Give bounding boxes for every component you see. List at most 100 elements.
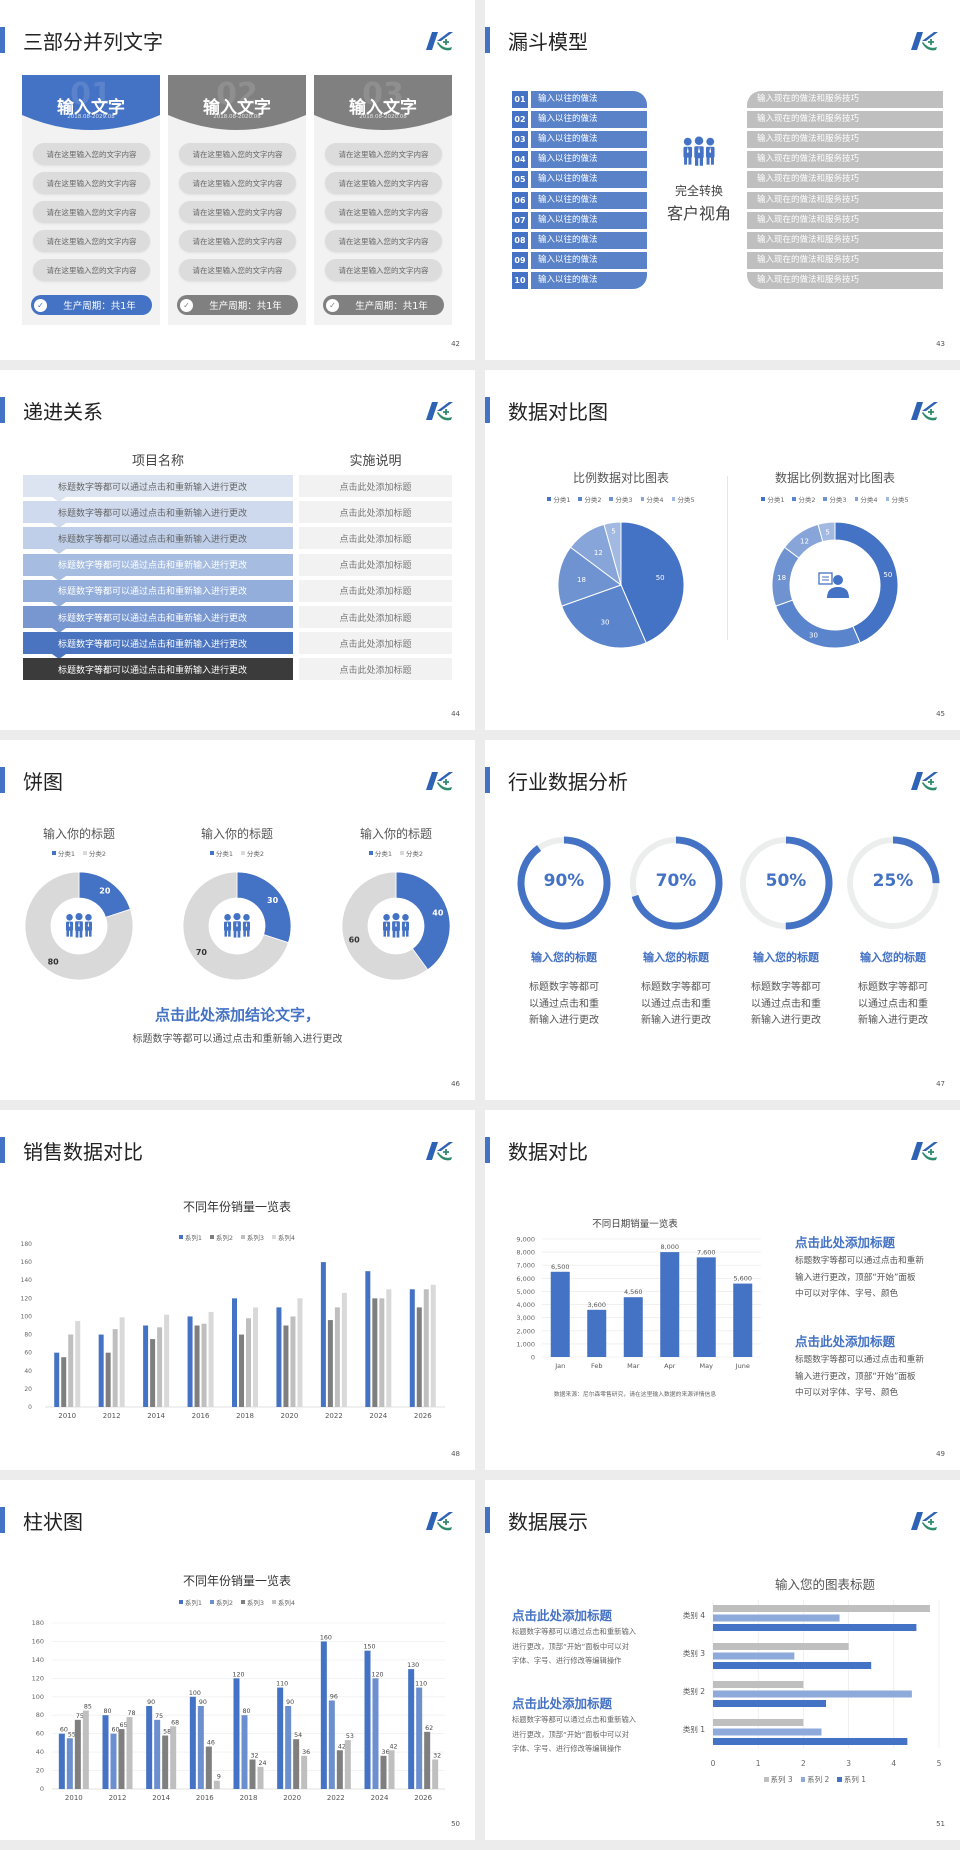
data-label: 42 — [338, 1743, 346, 1750]
old-practice-bar: 输入以往的做法 — [531, 271, 647, 289]
bar — [241, 1715, 248, 1789]
legend-swatch — [761, 497, 766, 501]
x-tick-label: 2026 — [414, 1794, 432, 1802]
data-label: 3,600 — [587, 1301, 606, 1309]
x-tick-label: 2012 — [103, 1412, 121, 1420]
bar — [409, 1289, 415, 1407]
y-tick-label: 0 — [531, 1354, 535, 1362]
x-tick-label: 2026 — [414, 1412, 432, 1420]
data-label: 36 — [381, 1749, 389, 1756]
logo — [911, 772, 938, 791]
person-head — [706, 137, 715, 146]
bar — [74, 1719, 81, 1789]
page-number: 45 — [936, 710, 945, 718]
legend-label: 系列 1 — [843, 1775, 866, 1784]
card-date: 2018.08-2020.08 — [359, 114, 407, 120]
block-heading: 点击此处添加标题 — [512, 1608, 613, 1623]
bar — [75, 1320, 81, 1407]
legend-swatch — [241, 1235, 245, 1239]
step-number: 08 — [512, 231, 528, 249]
block-text: 标题数字等都可以通过点击和重新输入 — [512, 1627, 637, 1636]
legend-label: 分类1 — [767, 496, 785, 504]
column-header-desc: 实施说明 — [349, 454, 402, 469]
slide-title: 饼图 — [23, 770, 63, 794]
logo-plus — [928, 39, 934, 45]
data-label: 24 — [258, 1760, 266, 1767]
block-text: 进行更改，顶部“开始”面板中可以对 — [512, 1729, 630, 1739]
step-number: 05 — [512, 171, 528, 189]
block-text: 标题数字等都可以通过点击和重新 — [795, 1256, 924, 1266]
data-label: 9 — [217, 1774, 221, 1781]
bar — [550, 1271, 570, 1357]
person-leg — [699, 157, 703, 166]
data-label: 46 — [207, 1740, 215, 1747]
legend-swatch — [854, 497, 859, 501]
slide-title: 销售数据对比 — [23, 1140, 143, 1164]
x-tick-label: May — [700, 1362, 714, 1370]
person-leg — [89, 929, 92, 937]
logo-plus — [443, 779, 449, 785]
pie-slice — [560, 584, 647, 649]
slide-title: 数据对比图 — [508, 400, 608, 424]
slide-50: 柱状图 50 不同年份销量一览表 系列1 系列2 系列3 系列4 0 20 40 60 80 100 12… — [0, 1480, 475, 1840]
x-tick-label: 3 — [846, 1759, 851, 1768]
new-practice-bar: 输入现在的做法和服务技巧 — [747, 111, 943, 129]
slide-51: 数据展示 51 点击此处添加标题 标题数字等都可以通过点击和重新输入 进行更改，顶部“开… — [485, 1480, 960, 1840]
bar — [328, 1700, 335, 1789]
card-item-text: 请在这里输入您的文字内容 — [338, 178, 429, 188]
legend-label: 系列 3 — [770, 1775, 793, 1784]
slice-label: 5 — [611, 528, 615, 536]
legend-swatch — [640, 497, 645, 501]
progression-row: 标题数字等都可以通过点击和重新输入进行更改 — [23, 475, 293, 497]
x-tick-label: 2016 — [192, 1412, 210, 1420]
bar — [416, 1307, 422, 1407]
person-leg — [406, 929, 409, 937]
person-leg — [383, 929, 386, 937]
pie-slice — [620, 521, 685, 644]
logo — [911, 1142, 938, 1161]
logo-stroke — [437, 1142, 453, 1151]
bar — [336, 1750, 343, 1789]
x-tick-label: 2014 — [147, 1412, 165, 1420]
x-tick-label: 2010 — [58, 1412, 76, 1420]
bar — [194, 1325, 200, 1407]
legend-label: 分类1 — [57, 850, 75, 858]
x-tick-label: 5 — [937, 1759, 942, 1768]
column-card: 03 输入文字 2018.08-2020.08 请在这里输入您的文字内容 请在这里输入您… — [314, 75, 452, 325]
y-tick-label: 100 — [32, 1693, 44, 1701]
bar — [170, 1726, 177, 1789]
chart-title: 输入你的标题 — [359, 827, 432, 841]
block-heading: 点击此处添加标题 — [512, 1696, 613, 1711]
logo-plus — [443, 1149, 449, 1155]
item-description: 新输入进行更改 — [858, 1015, 928, 1026]
chart-title: 不同日期销量一览表 — [592, 1219, 678, 1230]
card-date: 2018.08-2029.08 — [67, 114, 115, 120]
card-item: 请在这里输入您的文字内容 — [325, 259, 442, 281]
person-leg — [75, 930, 79, 938]
card-item: 请在这里输入您的文字内容 — [179, 201, 296, 223]
page-number: 48 — [451, 1450, 460, 1458]
bar — [146, 1706, 153, 1789]
legend-item: 分类1 — [368, 848, 392, 858]
bar — [118, 1729, 125, 1789]
legend-label: 分类1 — [215, 850, 233, 858]
card-title: 输入文字 — [349, 98, 417, 118]
title-accent-bar — [485, 1137, 490, 1163]
legend-swatch — [83, 851, 87, 855]
data-label: 32 — [250, 1752, 258, 1759]
bar — [364, 1650, 371, 1789]
slide-48: 销售数据对比 48 不同年份销量一览表 系列1 系列2 系列3 系列4 0 20 40 60 80 10… — [0, 1110, 475, 1470]
people-icon — [682, 136, 716, 166]
bar — [430, 1284, 436, 1407]
bar — [297, 1298, 303, 1407]
bar — [301, 1755, 308, 1789]
item-description: 标题数字等都可 — [858, 982, 928, 993]
card-header-shape — [314, 75, 452, 130]
legend-swatch — [823, 497, 828, 501]
bar — [408, 1669, 415, 1789]
chevron-shape — [52, 575, 66, 581]
slide-42: 三部分并列文字 42 01 输入文字 2018.08-2029.08 请在这里输入您的文字… — [0, 0, 475, 360]
logo-stroke — [922, 1512, 938, 1521]
bar — [232, 1298, 237, 1407]
person-tie — [245, 921, 248, 927]
